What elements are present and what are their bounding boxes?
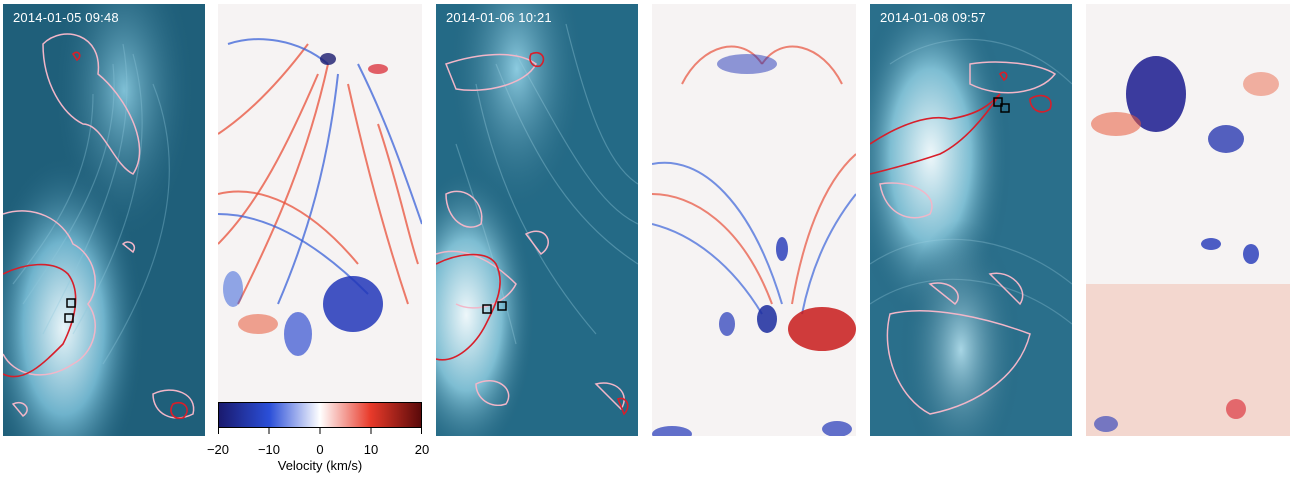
intensity-panel-1: 2014-01-05 09:48 <box>3 4 205 436</box>
roi-box <box>66 298 76 308</box>
roi-box <box>497 301 507 311</box>
roi-box <box>482 304 492 314</box>
colorbar-tick-label: 20 <box>414 442 430 457</box>
timestamp-label: 2014-01-06 10:21 <box>446 10 552 25</box>
colorbar-tick-label: 10 <box>363 442 379 457</box>
timestamp-label: 2014-01-08 09:57 <box>880 10 986 25</box>
velocity-image-3 <box>1086 4 1290 436</box>
velocity-image-1 <box>218 4 422 402</box>
colorbar-ticks <box>218 428 422 434</box>
intensity-image-3 <box>870 4 1072 436</box>
velocity-panel-1 <box>218 4 422 402</box>
intensity-panel-2: 2014-01-06 10:21 <box>436 4 638 436</box>
colorbar-tick-label: −20 <box>206 442 230 457</box>
colorbar-tick-label: −10 <box>257 442 281 457</box>
velocity-panel-2 <box>652 4 856 436</box>
velocity-panel-3 <box>1086 4 1290 436</box>
colorbar-tick-label: 0 <box>316 442 324 457</box>
roi-box <box>64 313 74 323</box>
velocity-colorbar: −20 −10 0 10 20 Velocity (km/s) <box>207 402 429 477</box>
roi-box <box>993 97 1003 107</box>
colorbar-title: Velocity (km/s) <box>277 458 363 473</box>
velocity-image-2 <box>652 4 856 436</box>
intensity-image-1 <box>3 4 205 436</box>
colorbar-gradient <box>218 402 422 428</box>
roi-box <box>1000 103 1010 113</box>
timestamp-label: 2014-01-05 09:48 <box>13 10 119 25</box>
intensity-panel-3: 2014-01-08 09:57 <box>870 4 1072 436</box>
intensity-image-2 <box>436 4 638 436</box>
